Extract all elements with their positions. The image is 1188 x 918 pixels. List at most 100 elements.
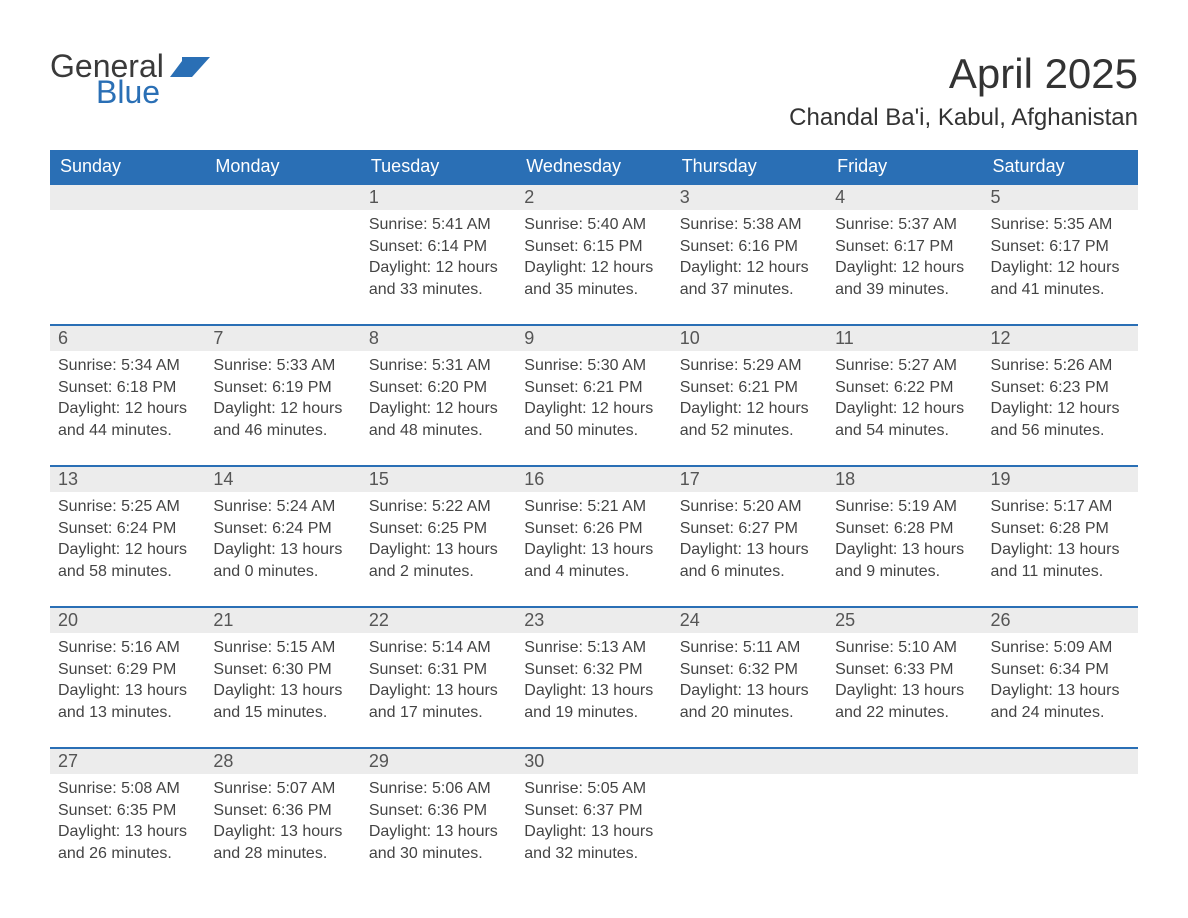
- day-line: Sunrise: 5:29 AM: [680, 355, 819, 377]
- day-line: and 17 minutes.: [369, 702, 508, 724]
- day-line: Sunset: 6:32 PM: [680, 659, 819, 681]
- day-line: Sunrise: 5:37 AM: [835, 214, 974, 236]
- day-line: Sunrise: 5:31 AM: [369, 355, 508, 377]
- day-line: Daylight: 13 hours: [524, 680, 663, 702]
- day-body: Sunrise: 5:26 AMSunset: 6:23 PMDaylight:…: [983, 351, 1138, 447]
- day-line: Daylight: 12 hours: [680, 398, 819, 420]
- day-line: Daylight: 12 hours: [58, 539, 197, 561]
- calendar-day: 24Sunrise: 5:11 AMSunset: 6:32 PMDayligh…: [672, 608, 827, 729]
- weekday-header: Friday: [827, 150, 982, 185]
- brand-text: General Blue: [50, 50, 210, 108]
- day-line: and 44 minutes.: [58, 420, 197, 442]
- day-line: Sunset: 6:26 PM: [524, 518, 663, 540]
- calendar-week: 20Sunrise: 5:16 AMSunset: 6:29 PMDayligh…: [50, 606, 1138, 729]
- day-body: [50, 210, 205, 306]
- day-line: Sunrise: 5:34 AM: [58, 355, 197, 377]
- day-line: Sunset: 6:28 PM: [835, 518, 974, 540]
- day-number: 18: [827, 467, 982, 492]
- day-line: Sunset: 6:25 PM: [369, 518, 508, 540]
- day-line: Sunrise: 5:27 AM: [835, 355, 974, 377]
- day-line: Sunrise: 5:20 AM: [680, 496, 819, 518]
- day-line: Sunset: 6:18 PM: [58, 377, 197, 399]
- day-number: [672, 749, 827, 774]
- day-line: Sunset: 6:22 PM: [835, 377, 974, 399]
- day-body: Sunrise: 5:33 AMSunset: 6:19 PMDaylight:…: [205, 351, 360, 447]
- day-line: Sunrise: 5:26 AM: [991, 355, 1130, 377]
- calendar-day: 15Sunrise: 5:22 AMSunset: 6:25 PMDayligh…: [361, 467, 516, 588]
- calendar-day: 8Sunrise: 5:31 AMSunset: 6:20 PMDaylight…: [361, 326, 516, 447]
- day-number: 1: [361, 185, 516, 210]
- day-number: 14: [205, 467, 360, 492]
- day-body: [672, 774, 827, 870]
- day-line: Sunset: 6:36 PM: [369, 800, 508, 822]
- day-line: Sunrise: 5:41 AM: [369, 214, 508, 236]
- brand-logo: General Blue: [50, 50, 210, 108]
- day-line: Sunset: 6:17 PM: [991, 236, 1130, 258]
- day-line: Daylight: 13 hours: [524, 821, 663, 843]
- day-line: Sunrise: 5:22 AM: [369, 496, 508, 518]
- day-body: Sunrise: 5:07 AMSunset: 6:36 PMDaylight:…: [205, 774, 360, 870]
- day-number: 25: [827, 608, 982, 633]
- day-line: Daylight: 12 hours: [369, 257, 508, 279]
- day-line: and 54 minutes.: [835, 420, 974, 442]
- day-line: Daylight: 12 hours: [58, 398, 197, 420]
- calendar-day: 28Sunrise: 5:07 AMSunset: 6:36 PMDayligh…: [205, 749, 360, 870]
- day-line: Sunrise: 5:24 AM: [213, 496, 352, 518]
- calendar-day: [672, 749, 827, 870]
- day-line: Sunrise: 5:35 AM: [991, 214, 1130, 236]
- day-body: Sunrise: 5:15 AMSunset: 6:30 PMDaylight:…: [205, 633, 360, 729]
- day-line: and 50 minutes.: [524, 420, 663, 442]
- day-body: Sunrise: 5:10 AMSunset: 6:33 PMDaylight:…: [827, 633, 982, 729]
- day-number: 13: [50, 467, 205, 492]
- calendar-day: 21Sunrise: 5:15 AMSunset: 6:30 PMDayligh…: [205, 608, 360, 729]
- calendar-day: [983, 749, 1138, 870]
- day-body: Sunrise: 5:16 AMSunset: 6:29 PMDaylight:…: [50, 633, 205, 729]
- day-body: Sunrise: 5:05 AMSunset: 6:37 PMDaylight:…: [516, 774, 671, 870]
- day-body: Sunrise: 5:29 AMSunset: 6:21 PMDaylight:…: [672, 351, 827, 447]
- day-body: Sunrise: 5:40 AMSunset: 6:15 PMDaylight:…: [516, 210, 671, 306]
- day-line: Sunrise: 5:11 AM: [680, 637, 819, 659]
- weekday-header: Thursday: [672, 150, 827, 185]
- calendar-day: 16Sunrise: 5:21 AMSunset: 6:26 PMDayligh…: [516, 467, 671, 588]
- day-line: Sunset: 6:17 PM: [835, 236, 974, 258]
- day-line: Daylight: 13 hours: [991, 539, 1130, 561]
- day-line: Sunrise: 5:09 AM: [991, 637, 1130, 659]
- calendar-day: 18Sunrise: 5:19 AMSunset: 6:28 PMDayligh…: [827, 467, 982, 588]
- day-number: [983, 749, 1138, 774]
- day-line: Daylight: 12 hours: [524, 398, 663, 420]
- day-line: Sunrise: 5:06 AM: [369, 778, 508, 800]
- day-line: Daylight: 13 hours: [524, 539, 663, 561]
- day-line: Sunrise: 5:10 AM: [835, 637, 974, 659]
- day-line: Daylight: 13 hours: [680, 539, 819, 561]
- day-body: Sunrise: 5:09 AMSunset: 6:34 PMDaylight:…: [983, 633, 1138, 729]
- calendar-day: 1Sunrise: 5:41 AMSunset: 6:14 PMDaylight…: [361, 185, 516, 306]
- calendar-day: 3Sunrise: 5:38 AMSunset: 6:16 PMDaylight…: [672, 185, 827, 306]
- calendar-day: 23Sunrise: 5:13 AMSunset: 6:32 PMDayligh…: [516, 608, 671, 729]
- day-line: Sunset: 6:37 PM: [524, 800, 663, 822]
- day-number: 9: [516, 326, 671, 351]
- day-line: Sunset: 6:27 PM: [680, 518, 819, 540]
- day-line: and 26 minutes.: [58, 843, 197, 865]
- day-line: Sunset: 6:28 PM: [991, 518, 1130, 540]
- day-line: Sunset: 6:19 PM: [213, 377, 352, 399]
- day-line: Sunset: 6:30 PM: [213, 659, 352, 681]
- day-line: Sunset: 6:33 PM: [835, 659, 974, 681]
- day-line: Sunset: 6:31 PM: [369, 659, 508, 681]
- calendar-day: 20Sunrise: 5:16 AMSunset: 6:29 PMDayligh…: [50, 608, 205, 729]
- day-line: Sunrise: 5:17 AM: [991, 496, 1130, 518]
- weekday-header: Wednesday: [516, 150, 671, 185]
- day-line: Sunrise: 5:13 AM: [524, 637, 663, 659]
- day-line: Daylight: 13 hours: [213, 821, 352, 843]
- day-line: Sunrise: 5:38 AM: [680, 214, 819, 236]
- day-line: and 24 minutes.: [991, 702, 1130, 724]
- day-line: Sunrise: 5:08 AM: [58, 778, 197, 800]
- day-line: Daylight: 12 hours: [991, 257, 1130, 279]
- day-body: Sunrise: 5:30 AMSunset: 6:21 PMDaylight:…: [516, 351, 671, 447]
- day-body: Sunrise: 5:35 AMSunset: 6:17 PMDaylight:…: [983, 210, 1138, 306]
- day-number: 21: [205, 608, 360, 633]
- day-body: [827, 774, 982, 870]
- day-line: Sunrise: 5:30 AM: [524, 355, 663, 377]
- day-line: and 4 minutes.: [524, 561, 663, 583]
- day-body: Sunrise: 5:41 AMSunset: 6:14 PMDaylight:…: [361, 210, 516, 306]
- calendar-day: 7Sunrise: 5:33 AMSunset: 6:19 PMDaylight…: [205, 326, 360, 447]
